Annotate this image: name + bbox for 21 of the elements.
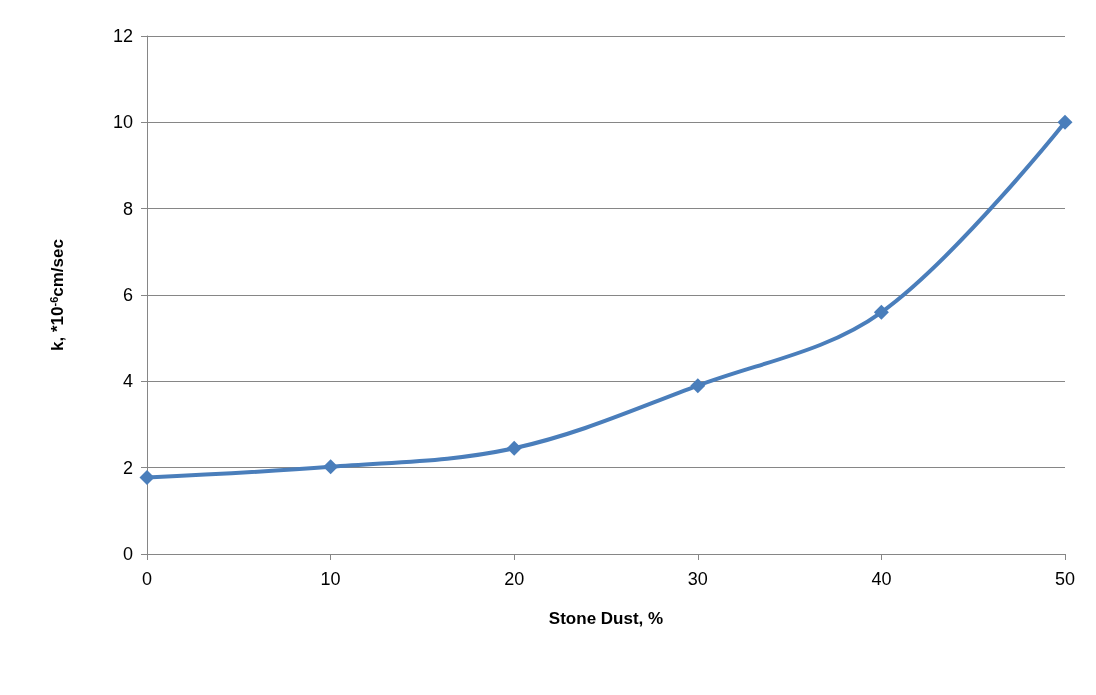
x-tick-label: 50 xyxy=(1054,569,1076,589)
y-tick-label: 6 xyxy=(122,285,133,305)
x-tick-label: 20 xyxy=(504,569,525,589)
y-axis-title: k, *10-6cm/sec xyxy=(47,239,67,351)
point xyxy=(1057,114,1073,130)
y-tick-label: 0 xyxy=(122,544,133,564)
point xyxy=(139,470,155,486)
y-tick-label: 2 xyxy=(122,457,133,478)
x-tick-label: 30 xyxy=(687,569,708,589)
x-tick-label: 10 xyxy=(320,569,341,589)
point xyxy=(323,459,339,475)
y-tick-label: 12 xyxy=(112,26,133,46)
point xyxy=(690,378,706,394)
point xyxy=(873,304,889,320)
x-tick-label: 0 xyxy=(141,569,153,589)
x-tick-label: 40 xyxy=(871,569,892,589)
point xyxy=(506,440,522,456)
y-tick-label: 4 xyxy=(122,371,133,392)
y-tick-label: 8 xyxy=(122,198,133,219)
y-tick-label: 10 xyxy=(112,112,133,133)
x-axis-title: Stone Dust, % xyxy=(548,609,664,628)
